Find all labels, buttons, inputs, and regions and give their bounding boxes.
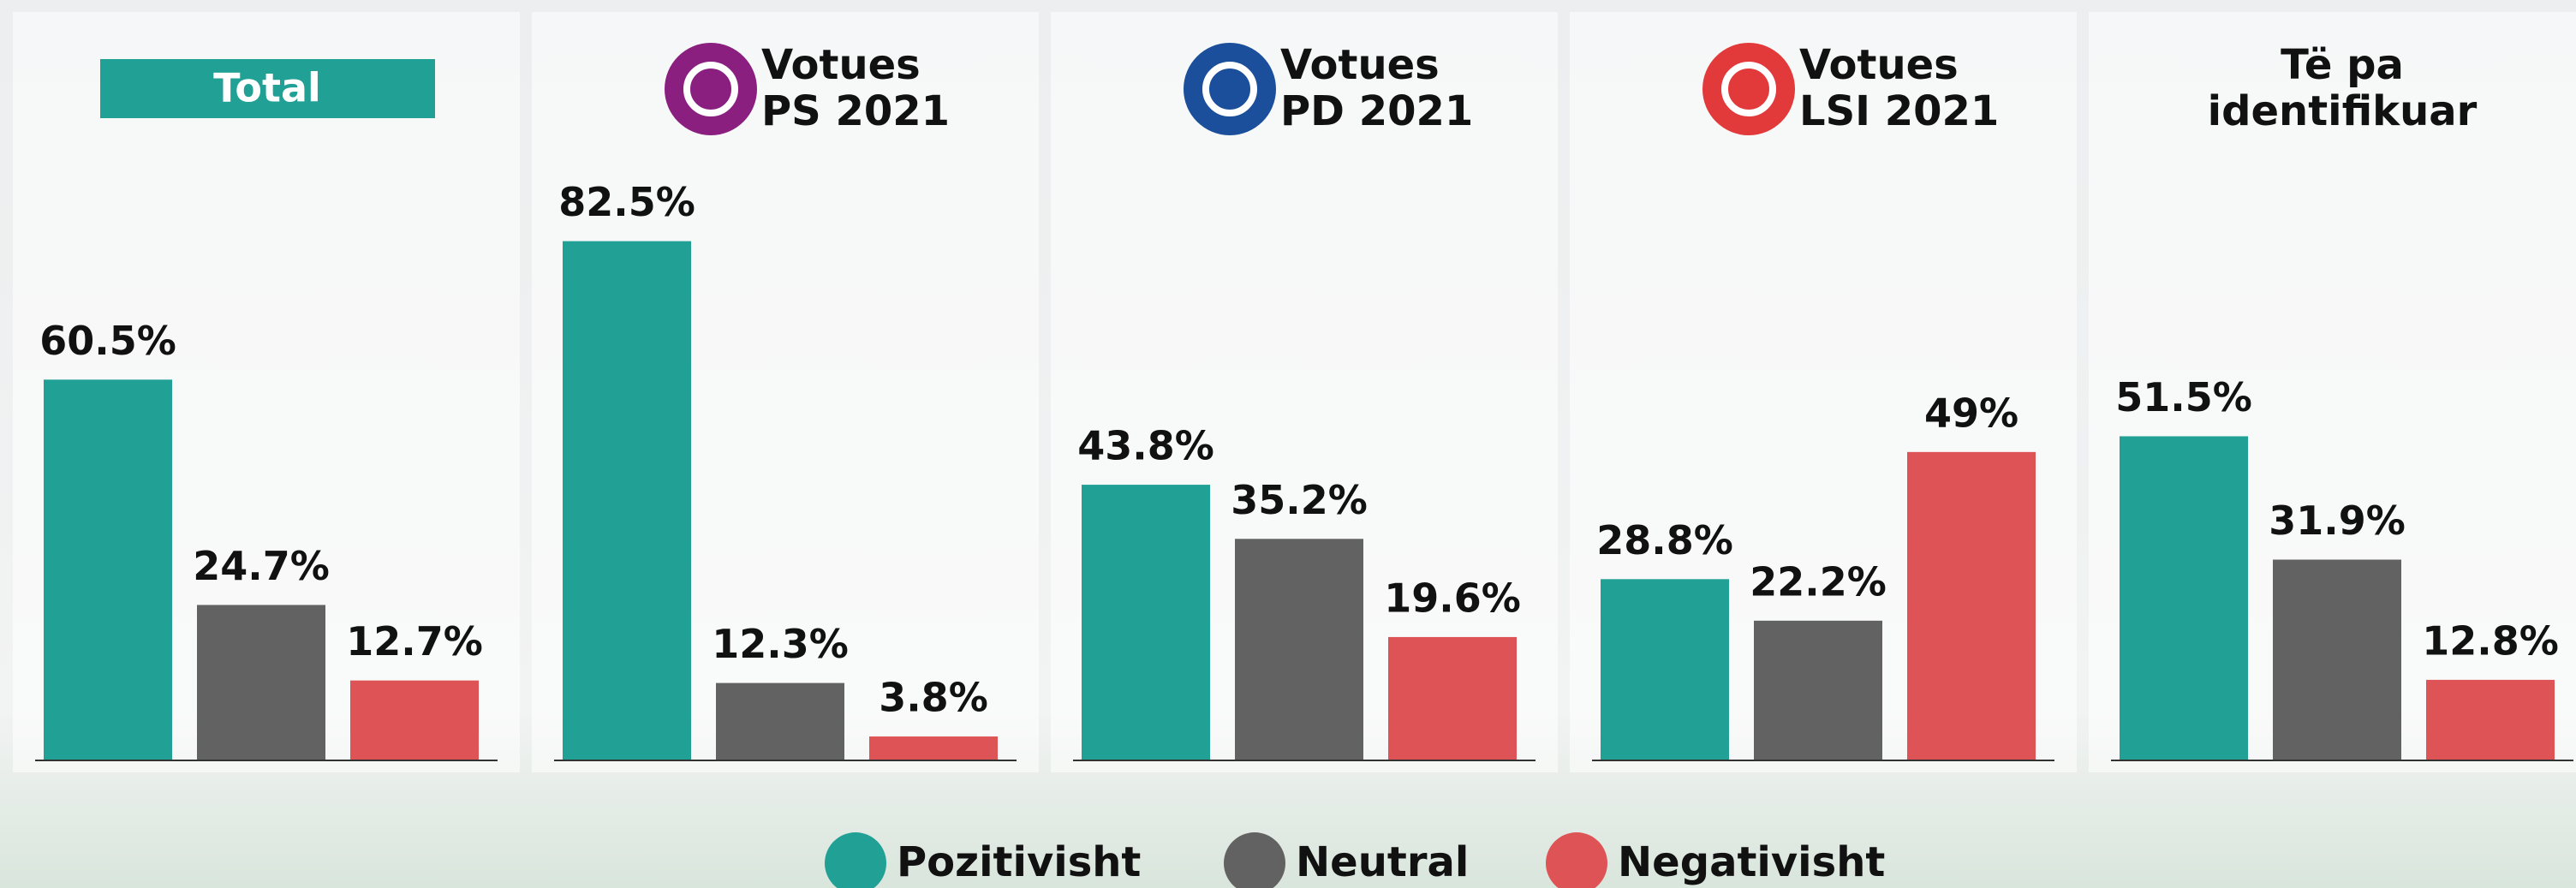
value-label: 22.2%: [1750, 558, 1887, 605]
legend-label: Neutral: [1296, 838, 1469, 886]
party-icon: [1184, 43, 1276, 135]
value-label: 31.9%: [2269, 498, 2406, 544]
party-icon: [1702, 43, 1795, 135]
legend-swatch: [1546, 832, 1607, 888]
bar: [1601, 579, 1729, 760]
chart-title: Votues: [1799, 41, 1959, 89]
bar: [1235, 539, 1363, 760]
chart-title: Votues: [1280, 41, 1440, 89]
legend-label: Pozitivisht: [897, 838, 1141, 886]
value-label: 12.8%: [2422, 617, 2559, 664]
chart-title: identifikuar: [2208, 87, 2478, 135]
value-label: 35.2%: [1231, 477, 1368, 523]
party-icon-inner: [683, 62, 738, 116]
title-box: [100, 59, 435, 118]
value-label: 51.5%: [2115, 374, 2252, 420]
chart-title: Total: [213, 65, 321, 111]
legend-swatch: [825, 832, 886, 888]
party-icon: [665, 43, 757, 135]
chart-title: LSI 2021: [1799, 87, 1999, 135]
bar: [716, 682, 844, 760]
bar: [869, 736, 998, 760]
legend-swatch: [1224, 832, 1285, 888]
bar: [2426, 679, 2555, 760]
party-icon-inner: [1721, 62, 1776, 116]
value-label: 43.8%: [1077, 423, 1214, 469]
value-label: 12.7%: [346, 618, 483, 665]
legend-label: Negativisht: [1618, 838, 1885, 886]
bar: [44, 379, 172, 760]
value-label: 60.5%: [39, 318, 176, 364]
bar: [2120, 436, 2248, 760]
bar: [1082, 485, 1210, 760]
value-label: 12.3%: [712, 621, 849, 667]
bar: [1388, 636, 1517, 760]
chart-title: Të pa: [2281, 41, 2404, 89]
bar: [563, 241, 691, 760]
chart-title: Votues: [761, 41, 921, 89]
value-label: 19.6%: [1384, 575, 1521, 621]
bar: [1907, 451, 2036, 760]
bar: [197, 605, 325, 760]
bar: [350, 680, 479, 760]
value-label: 49%: [1924, 390, 2018, 436]
value-label: 28.8%: [1596, 517, 1733, 563]
bar: [2273, 559, 2401, 760]
value-label: 3.8%: [879, 675, 988, 721]
value-label: 24.7%: [193, 543, 330, 589]
value-label: 82.5%: [558, 179, 695, 225]
chart-title: PD 2021: [1280, 87, 1473, 135]
party-icon-inner: [1202, 62, 1257, 116]
bar: [1754, 620, 1882, 760]
chart-title: PS 2021: [761, 87, 950, 135]
